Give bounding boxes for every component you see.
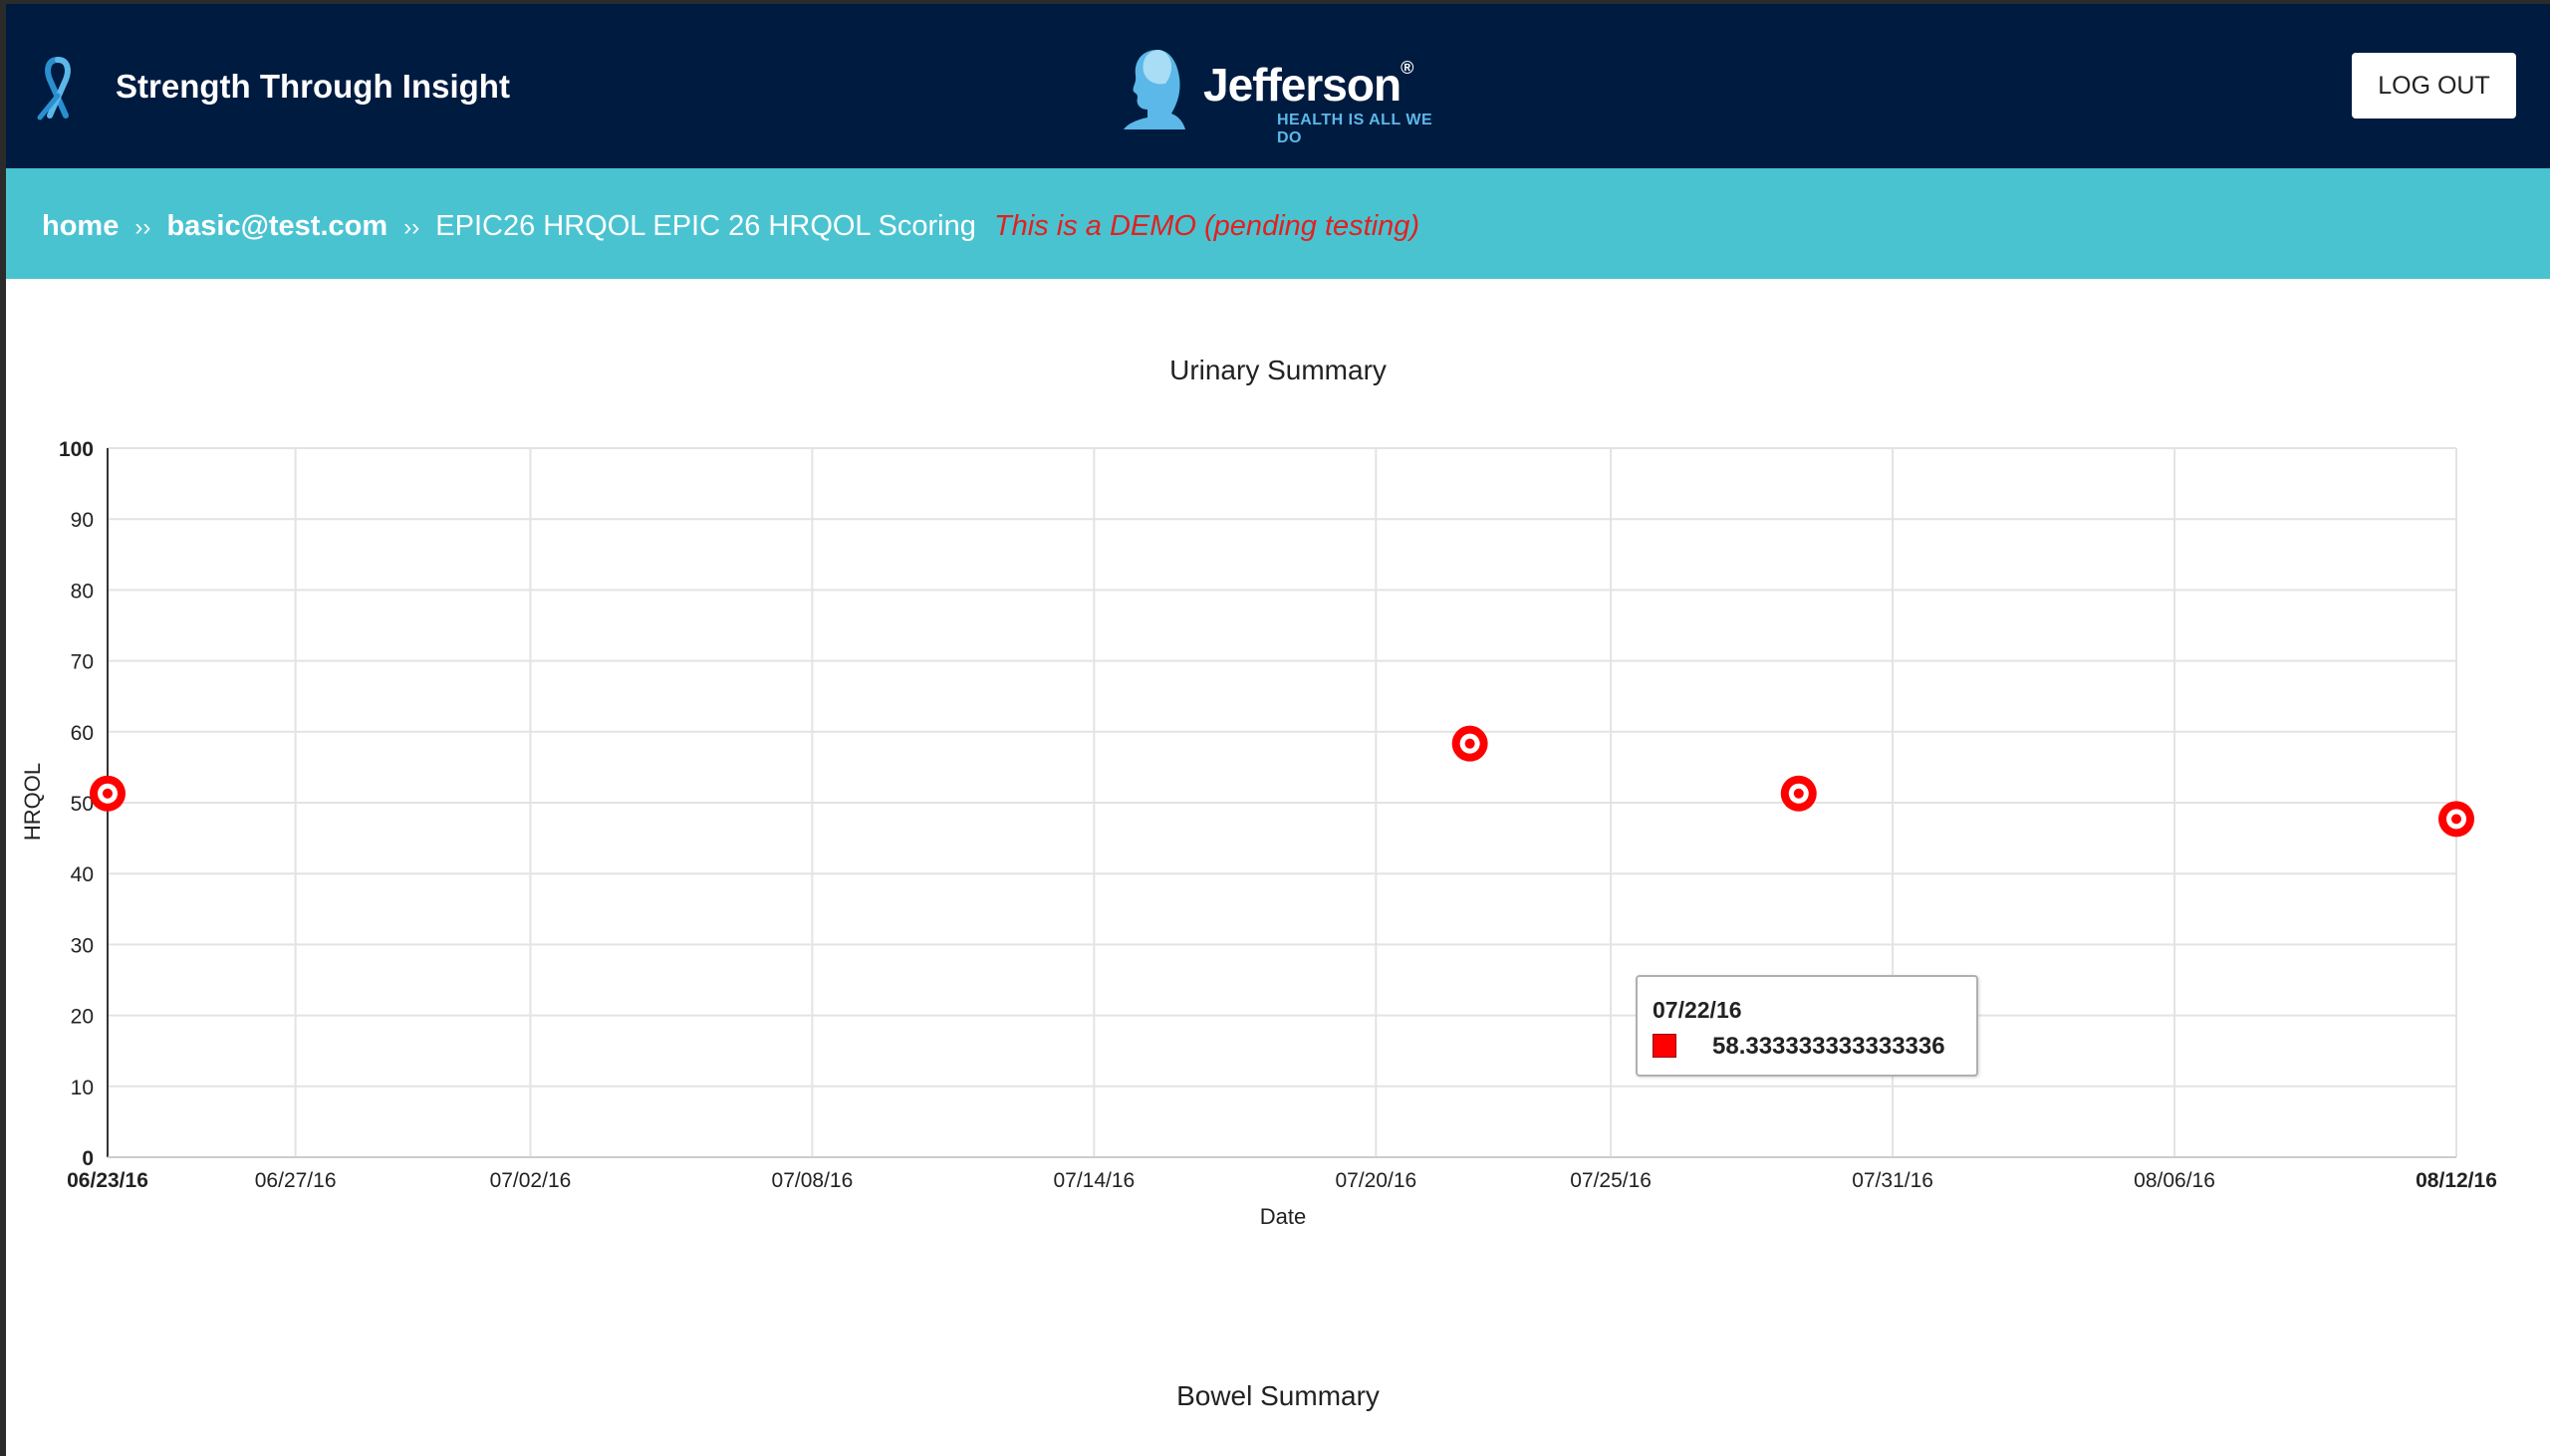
y-tick-label: 40	[71, 863, 94, 886]
data-point	[90, 775, 126, 812]
breadcrumb-current-page: EPIC26 HRQOL EPIC 26 HRQOL Scoring	[435, 210, 976, 242]
x-tick-label: 07/08/16	[772, 1169, 854, 1192]
data-point	[2438, 801, 2474, 838]
logo-wordmark: Jefferson®	[1203, 58, 1413, 111]
chart-title: Urinary Summary	[1169, 355, 1387, 385]
logout-button[interactable]: LOG OUT	[2352, 53, 2516, 119]
y-tick-label: 70	[71, 651, 94, 674]
y-tick-label: 0	[82, 1147, 94, 1170]
site-title: Strength Through Insight	[116, 68, 510, 105]
tooltip-date: 07/22/16	[1653, 997, 1742, 1023]
breadcrumb-separator: ››	[134, 214, 151, 241]
app-window: Strength Through Insight Jefferson® HEAL…	[6, 4, 2550, 1456]
x-tick-label: 08/12/16	[2416, 1169, 2497, 1192]
breadcrumb-home-link[interactable]: home	[42, 210, 120, 242]
chart-gridlines	[107, 447, 2457, 1158]
jefferson-logo[interactable]: Jefferson® HEALTH IS ALL WE DO	[1114, 46, 1452, 146]
x-axis-ticks: 06/23/16 06/27/16 07/02/16 07/08/16 07/14/16…	[67, 1169, 2497, 1192]
logo-tagline: HEALTH IS ALL WE DO	[1277, 112, 1433, 146]
top-navbar: Strength Through Insight Jefferson® HEAL…	[6, 4, 2550, 168]
jefferson-head-icon	[1124, 50, 1185, 129]
tooltip-value: 58.333333333333336	[1712, 1033, 1945, 1060]
y-axis-label: HRQOL	[20, 763, 45, 841]
breadcrumb-separator: ››	[403, 214, 420, 241]
y-tick-label: 50	[71, 793, 94, 816]
data-point	[1451, 725, 1488, 762]
x-tick-label: 06/23/16	[67, 1169, 148, 1192]
chart-tooltip: 07/22/16 58.333333333333336	[1636, 975, 1978, 1077]
tooltip-series-swatch	[1653, 1034, 1676, 1058]
breadcrumb: home ›› basic@test.com ›› EPIC26 HRQOL E…	[42, 210, 1419, 243]
breadcrumb-bar: home ›› basic@test.com ›› EPIC26 HRQOL E…	[6, 168, 2550, 279]
y-axis-ticks: 0 10 20 30 40 50 60 70 80 90 100	[59, 438, 94, 1170]
x-tick-label: 07/20/16	[1335, 1169, 1416, 1192]
y-tick-label: 60	[71, 722, 94, 745]
y-tick-label: 90	[71, 509, 94, 532]
breadcrumb-user-link[interactable]: basic@test.com	[166, 210, 388, 242]
x-tick-label: 07/25/16	[1570, 1169, 1652, 1192]
x-tick-label: 07/02/16	[490, 1169, 572, 1192]
y-tick-label: 10	[71, 1077, 94, 1099]
y-tick-label: 80	[71, 580, 94, 603]
awareness-ribbon-icon	[37, 57, 71, 121]
data-points	[90, 725, 2474, 838]
x-tick-label: 07/31/16	[1852, 1169, 1933, 1192]
y-tick-label: 100	[59, 438, 94, 461]
x-tick-label: 07/14/16	[1053, 1169, 1135, 1192]
chart-title-bowel: Bowel Summary	[1176, 1380, 1380, 1411]
x-tick-label: 08/06/16	[2134, 1169, 2215, 1192]
y-tick-label: 30	[71, 934, 94, 957]
data-point	[1780, 775, 1817, 812]
x-tick-label: 06/27/16	[255, 1169, 337, 1192]
demo-notice: This is a DEMO (pending testing)	[993, 210, 1420, 242]
y-tick-label: 20	[71, 1006, 94, 1029]
x-axis-label: Date	[1260, 1204, 1306, 1229]
